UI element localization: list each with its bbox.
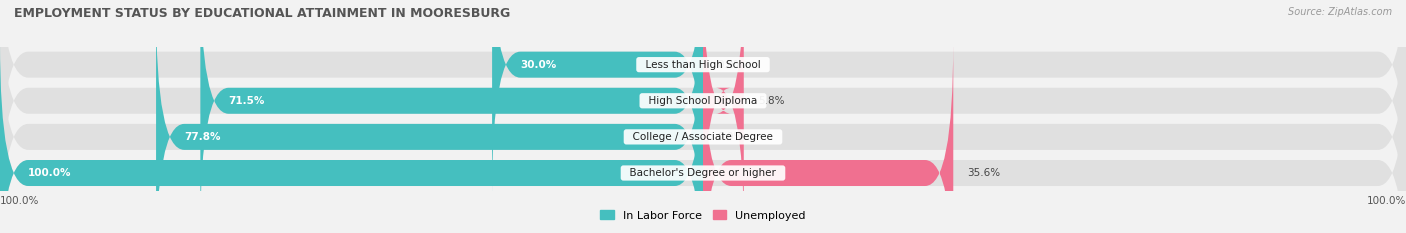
Text: EMPLOYMENT STATUS BY EDUCATIONAL ATTAINMENT IN MOORESBURG: EMPLOYMENT STATUS BY EDUCATIONAL ATTAINM… — [14, 7, 510, 20]
FancyBboxPatch shape — [0, 5, 1406, 233]
FancyBboxPatch shape — [200, 0, 703, 232]
Text: College / Associate Degree: College / Associate Degree — [626, 132, 780, 142]
FancyBboxPatch shape — [0, 0, 1406, 196]
FancyBboxPatch shape — [0, 41, 1406, 233]
FancyBboxPatch shape — [703, 41, 953, 233]
Text: 77.8%: 77.8% — [184, 132, 221, 142]
Text: 0.0%: 0.0% — [717, 60, 744, 70]
Text: 71.5%: 71.5% — [228, 96, 264, 106]
Text: 30.0%: 30.0% — [520, 60, 557, 70]
Text: Bachelor's Degree or higher: Bachelor's Degree or higher — [623, 168, 783, 178]
Text: Source: ZipAtlas.com: Source: ZipAtlas.com — [1288, 7, 1392, 17]
Text: Less than High School: Less than High School — [638, 60, 768, 70]
Text: High School Diploma: High School Diploma — [643, 96, 763, 106]
FancyBboxPatch shape — [156, 5, 703, 233]
FancyBboxPatch shape — [0, 41, 703, 233]
FancyBboxPatch shape — [492, 0, 703, 196]
Text: 100.0%: 100.0% — [1367, 196, 1406, 206]
FancyBboxPatch shape — [703, 0, 744, 232]
Text: 100.0%: 100.0% — [0, 196, 39, 206]
Text: 0.0%: 0.0% — [717, 132, 744, 142]
Text: 35.6%: 35.6% — [967, 168, 1001, 178]
Legend: In Labor Force, Unemployed: In Labor Force, Unemployed — [596, 206, 810, 225]
Text: 100.0%: 100.0% — [28, 168, 72, 178]
Text: 5.8%: 5.8% — [758, 96, 785, 106]
